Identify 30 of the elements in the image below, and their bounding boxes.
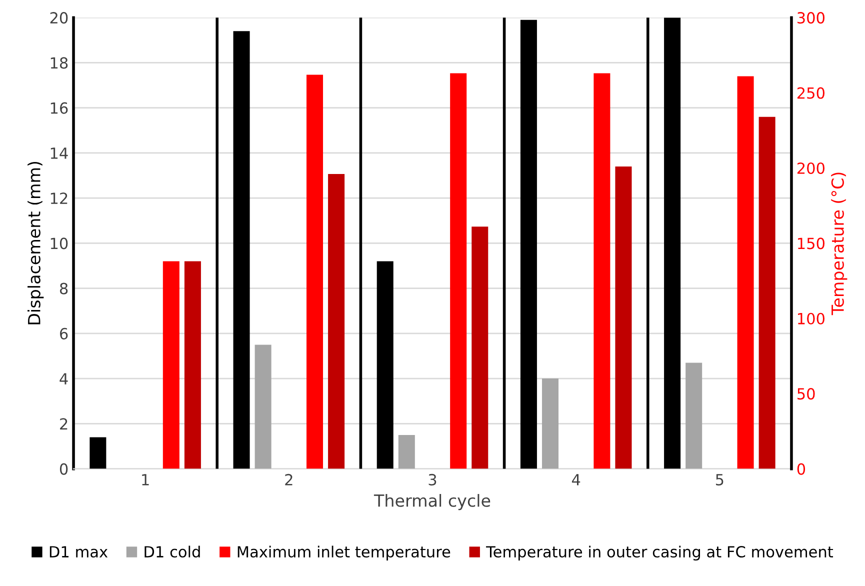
x-tick-label: 3 <box>428 474 436 486</box>
y-tick-label: 12 <box>50 192 68 204</box>
y-tick-label: 16 <box>50 102 68 114</box>
legend-label: Temperature in outer casing at FC movement <box>486 546 834 561</box>
y-tick-label: 20 <box>50 12 68 24</box>
y2-tick-label: 100 <box>798 312 824 324</box>
y-tick-label: 10 <box>50 238 68 250</box>
legend-label: Maximum inlet temperature <box>238 546 450 561</box>
y-tick-label: 0 <box>60 463 68 475</box>
y-axis-title: Displacement (mm) <box>28 162 44 324</box>
y-tick-label: 8 <box>60 282 68 294</box>
y-tick-label: 18 <box>50 57 68 69</box>
legend-label: D1 cold <box>144 546 200 558</box>
x-tick-label: 2 <box>285 474 292 486</box>
y2-tick-label: 200 <box>797 162 824 174</box>
y2-tick-label: 0 <box>797 463 806 475</box>
y-tick-label: 6 <box>60 328 68 340</box>
y2-tick-label: 50 <box>798 388 815 400</box>
y-tick-label: 2 <box>60 418 68 430</box>
x-tick-label: 1 <box>142 474 149 486</box>
y2-axis-title: Temperature (°C) <box>831 172 848 316</box>
legend-label: D1 max <box>50 546 108 558</box>
x-tick-label: 4 <box>572 474 580 486</box>
y2-tick-label: 150 <box>798 238 824 250</box>
y-tick-label: 4 <box>60 373 68 384</box>
y2-tick-label: 250 <box>797 87 824 99</box>
x-tick-label: 5 <box>716 474 724 486</box>
y-tick-label: 14 <box>50 148 68 159</box>
y2-tick-label: 300 <box>798 12 824 24</box>
x-axis-title: Thermal cycle <box>374 494 490 510</box>
